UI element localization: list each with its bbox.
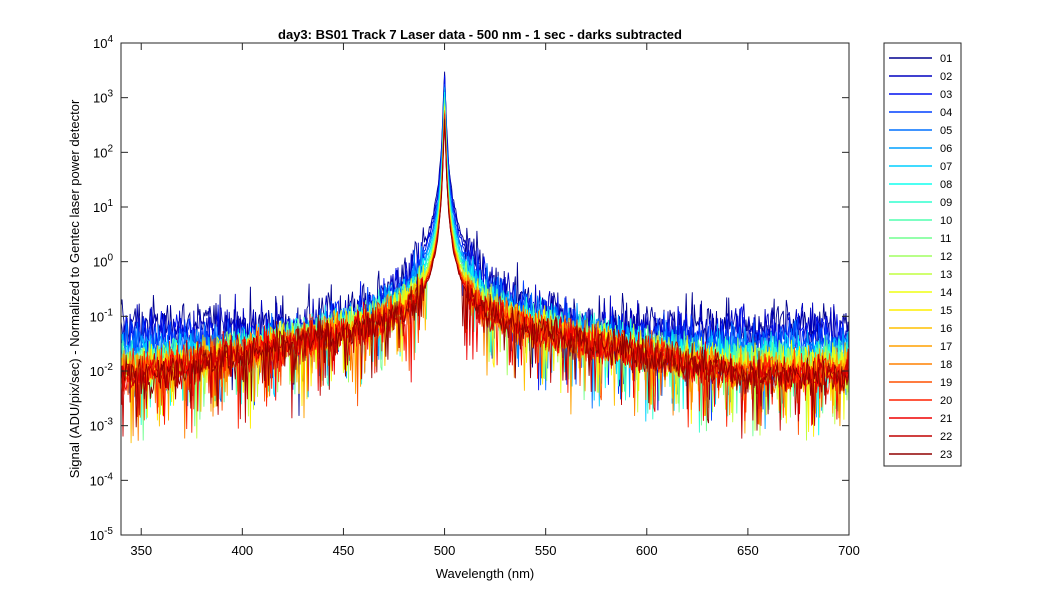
legend-label-06: 06 (940, 143, 952, 155)
chart-title: day3: BS01 Track 7 Laser data - 500 nm -… (278, 27, 682, 42)
x-tick-label: 500 (434, 543, 456, 558)
legend-label-20: 20 (940, 395, 952, 407)
axis-layer: 350 400 450 500 550 600 650 700 10-5 10-4 10-3 10-2… (90, 34, 860, 558)
y-tick-label: 100 (93, 253, 113, 270)
y-tick-label: 10-3 (90, 417, 114, 434)
legend-label-11: 11 (940, 233, 951, 245)
legend: 01 02 03 04 05 06 07 08 09 10 11 12 13 14 15 16 17 18 19 20… (883, 42, 962, 467)
x-tick-label: 350 (130, 543, 152, 558)
y-tick-label: 104 (93, 34, 113, 51)
x-tick-label: 700 (838, 543, 860, 558)
series-line-23 (120, 119, 850, 431)
series-line-03 (120, 75, 850, 392)
legend-label-03: 03 (940, 89, 952, 101)
legend-label-13: 13 (940, 269, 952, 281)
x-axis-label: Wavelength (nm) (436, 566, 535, 581)
legend-label-09: 09 (940, 197, 952, 209)
legend-label-12: 12 (940, 251, 952, 263)
legend-label-14: 14 (940, 287, 952, 299)
x-tick-label: 550 (535, 543, 557, 558)
legend-label-05: 05 (940, 125, 952, 137)
y-tick-label: 10-2 (90, 362, 114, 379)
legend-label-23: 23 (940, 449, 952, 461)
y-tick-label: 102 (93, 143, 113, 160)
legend-label-17: 17 (940, 341, 952, 353)
y-axis-label: Signal (ADU/pix/sec) - Normalized to Gen… (67, 99, 82, 478)
legend-label-08: 08 (940, 179, 952, 191)
y-tick-label: 10-1 (90, 307, 114, 324)
legend-label-16: 16 (940, 323, 952, 335)
y-tick-label: 10-4 (90, 471, 114, 488)
series-layer (120, 71, 850, 444)
legend-label-15: 15 (940, 305, 952, 317)
legend-label-07: 07 (940, 161, 952, 173)
legend-label-21: 21 (940, 413, 952, 425)
x-tick-label: 450 (333, 543, 355, 558)
legend-box (883, 42, 962, 467)
series-line-09 (120, 96, 850, 433)
x-tick-label: 600 (636, 543, 658, 558)
x-tick-label: 650 (737, 543, 759, 558)
legend-label-01: 01 (940, 53, 952, 65)
legend-label-18: 18 (940, 359, 952, 371)
y-tick-label: 101 (93, 198, 113, 215)
legend-label-04: 04 (940, 107, 952, 119)
legend-label-19: 19 (940, 377, 952, 389)
plot-frame (120, 42, 850, 536)
legend-label-22: 22 (940, 431, 952, 443)
legend-label-02: 02 (940, 71, 952, 83)
y-tick-label: 10-5 (90, 526, 114, 543)
legend-label-10: 10 (940, 215, 952, 227)
y-tick-label: 103 (93, 89, 113, 106)
x-tick-label: 400 (231, 543, 253, 558)
